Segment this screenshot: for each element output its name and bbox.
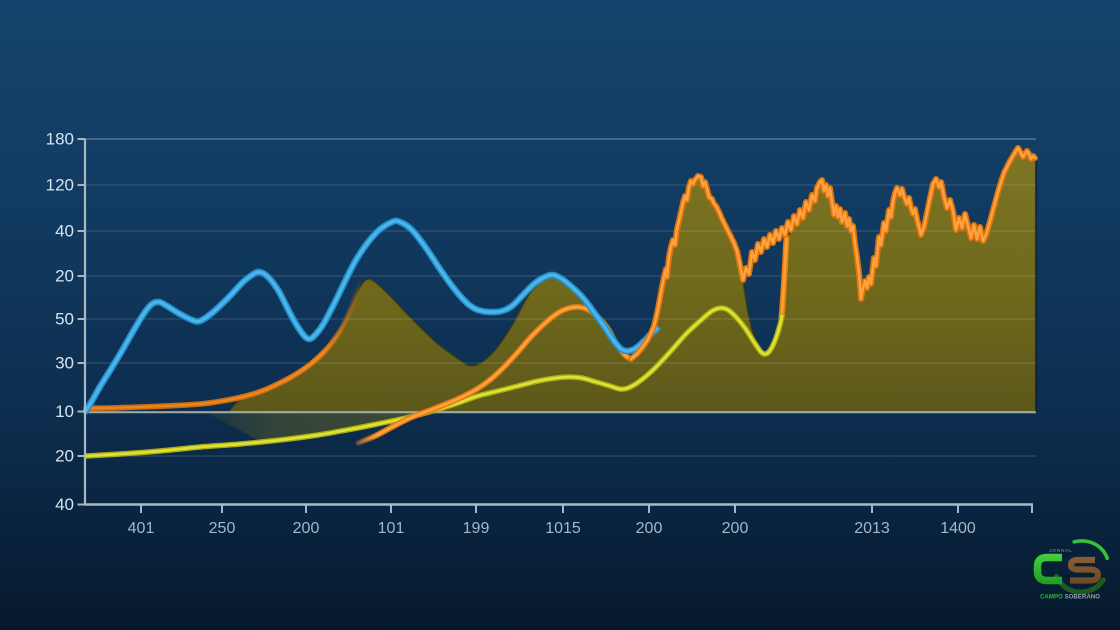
- svg-text:401: 401: [128, 520, 155, 537]
- svg-text:1015: 1015: [545, 520, 581, 537]
- svg-text:250: 250: [209, 520, 236, 537]
- svg-text:1400: 1400: [940, 520, 976, 537]
- svg-text:199: 199: [463, 520, 490, 537]
- svg-text:JORNAL: JORNAL: [1049, 548, 1073, 553]
- svg-text:10: 10: [55, 402, 74, 421]
- svg-text:40: 40: [55, 495, 74, 514]
- svg-text:50: 50: [55, 310, 74, 329]
- svg-text:CAMPO SOBERANO: CAMPO SOBERANO: [1040, 595, 1100, 601]
- svg-text:20: 20: [55, 447, 74, 466]
- svg-text:200: 200: [722, 520, 749, 537]
- svg-text:30: 30: [55, 354, 74, 373]
- svg-text:101: 101: [378, 520, 405, 537]
- svg-text:40: 40: [55, 222, 74, 241]
- svg-text:120: 120: [46, 176, 74, 195]
- svg-text:200: 200: [636, 520, 663, 537]
- svg-text:20: 20: [55, 267, 74, 286]
- svg-text:180: 180: [46, 130, 74, 149]
- svg-text:200: 200: [293, 520, 320, 537]
- svg-text:2013: 2013: [854, 520, 890, 537]
